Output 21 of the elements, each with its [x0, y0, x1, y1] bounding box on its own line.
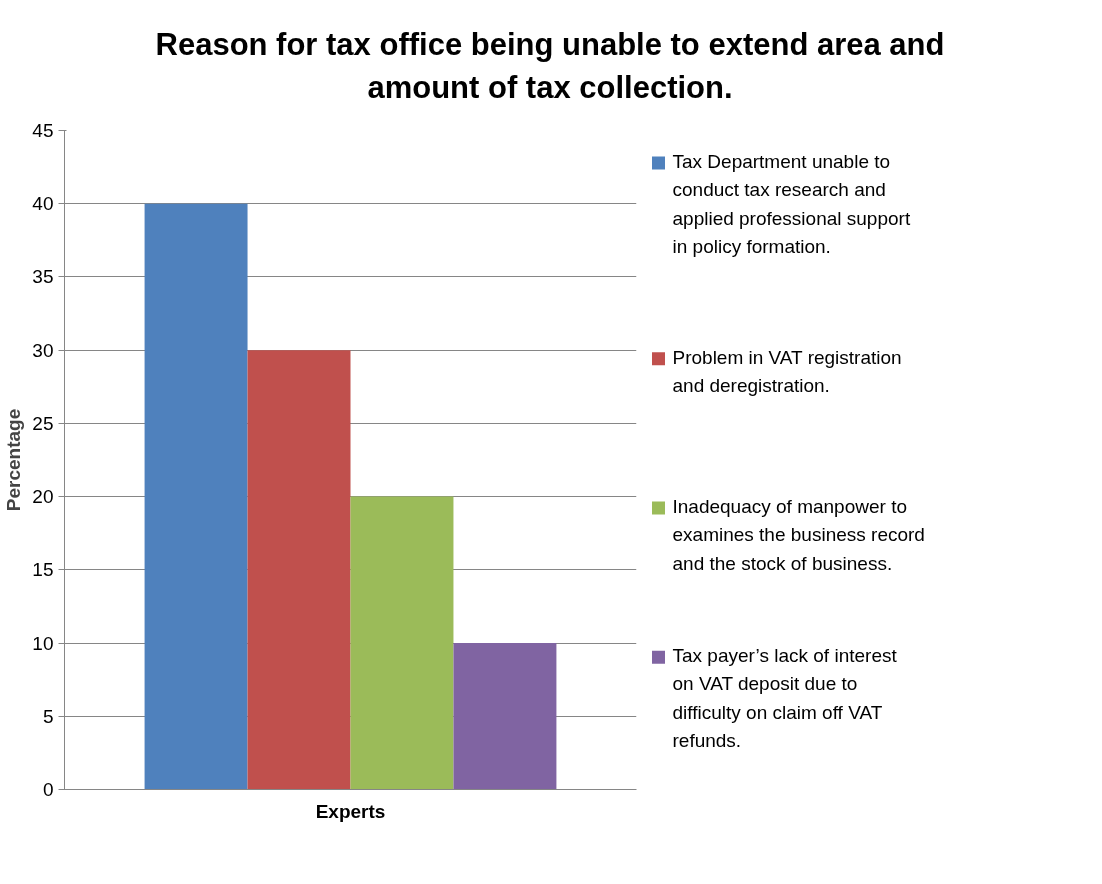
y-tick-label: 20	[32, 486, 54, 508]
y-axis-title: Percentage	[3, 408, 25, 512]
legend-label: Problem in VAT registration and deregistration.	[672, 346, 902, 396]
y-tick-label: 0	[42, 779, 54, 800]
y-tick-label: 40	[32, 193, 54, 215]
x-tick-label: Experts	[315, 800, 386, 822]
y-tick-label: 5	[42, 705, 54, 727]
y-tick-label: 30	[32, 339, 54, 361]
bar	[247, 350, 351, 790]
y-tick-label: 10	[32, 632, 54, 654]
legend-label: Tax Department unable to conduct tax research and applied professional support in policy formation.	[672, 150, 911, 257]
bar	[453, 643, 557, 790]
y-tick-label: 25	[32, 412, 54, 434]
chart-title: Reason for tax office being unable to extend area and amount of tax collection.	[154, 26, 946, 108]
bar	[144, 203, 248, 790]
legend-label: Inadequacy of manpower to examines the business record and the stock of business.	[672, 495, 925, 574]
y-tick-label: 35	[32, 266, 54, 288]
y-tick-label: 15	[32, 559, 54, 581]
bar	[350, 496, 454, 790]
legend-label: Tax payer’s lack of interest on VAT deposit due to difficulty on claim off VAT refunds.	[672, 645, 898, 752]
y-tick-label: 45	[32, 120, 54, 141]
